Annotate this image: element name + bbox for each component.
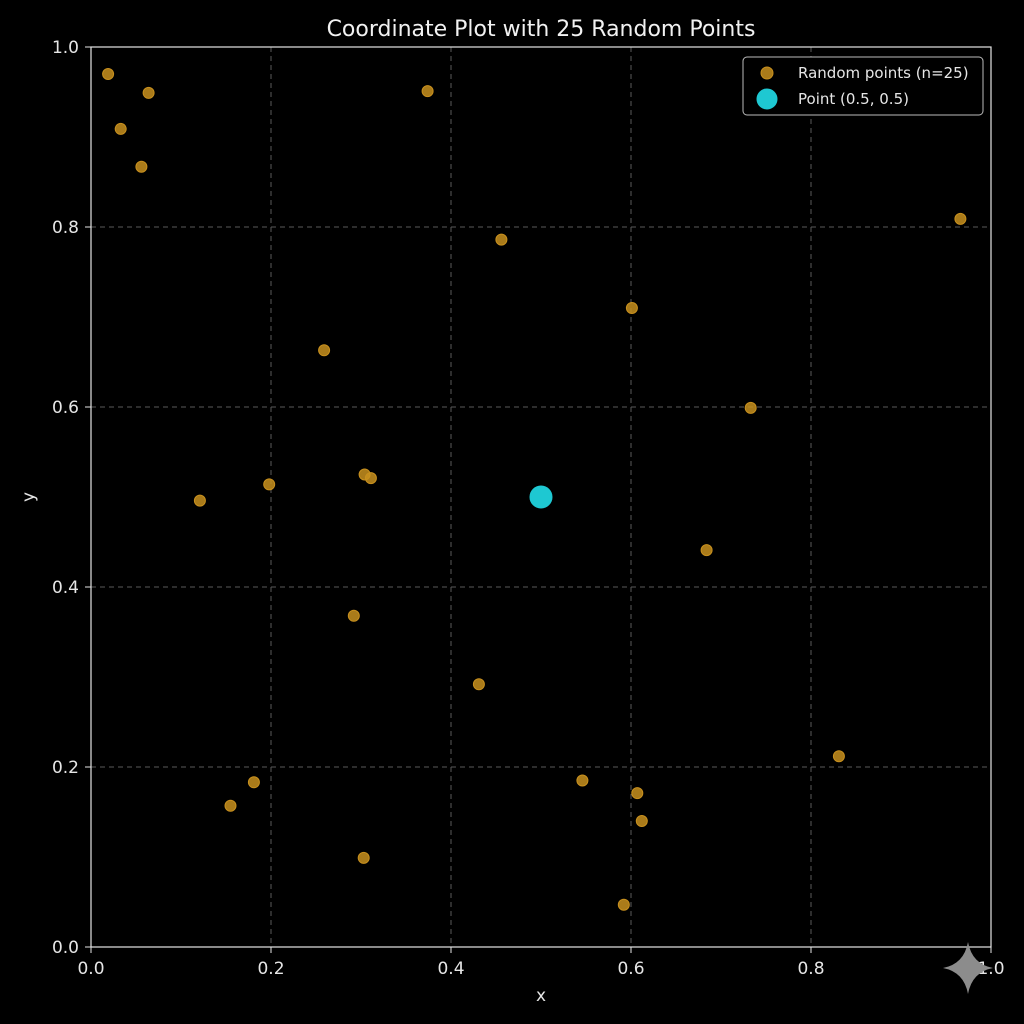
random-data-point [617,898,630,911]
x-axis-label: x [536,986,546,1006]
random-data-point [347,609,360,622]
legend-label-center-point: Point (0.5, 0.5) [798,90,909,108]
random-data-point [224,799,237,812]
center-data-point [529,485,553,509]
legend-box [742,56,984,116]
random-data-point [102,68,115,80]
y-tick-label: 0.8 [52,218,79,238]
random-data-point [142,86,155,99]
x-tick-label: 1.0 [977,959,1004,979]
random-data-point [472,678,485,691]
random-data-point [625,302,638,314]
x-tick-label: 0.4 [437,959,464,979]
legend-marker-random-points [760,66,774,80]
random-data-point [357,851,370,864]
y-axis-label: y [19,492,39,502]
data-points [102,68,967,911]
x-tick-label: 0.0 [77,959,104,979]
plot-frame [90,46,992,948]
random-data-point [135,160,148,173]
random-data-point [635,815,648,827]
grid-lines [91,47,991,947]
random-data-point [247,776,260,789]
random-data-point [631,787,644,800]
random-data-point [744,401,757,414]
chart-title: Coordinate Plot with 25 Random Points [327,17,756,42]
y-tick-label: 0.6 [52,398,79,418]
x-tick-label: 0.8 [797,959,824,979]
y-tick-label: 0.4 [52,578,79,598]
random-data-point [700,544,713,557]
axis-ticks: 0.0 0.2 0.4 0.6 0.8 1.0 0.0 0.2 0.4 0.6 0.8 1.0 [52,38,1005,979]
random-data-point [576,774,589,787]
y-tick-label: 1.0 [52,38,79,58]
legend: Random points (n=25) Point (0.5, 0.5) [742,56,984,116]
random-data-point [495,233,508,246]
random-data-point [318,344,331,357]
x-tick-label: 0.6 [617,959,644,979]
random-data-point [263,478,276,491]
random-data-point [114,122,127,135]
random-data-point [421,85,434,98]
x-tick-label: 0.2 [257,959,284,979]
four-point-sparkle-icon [943,942,993,994]
y-tick-label: 0.2 [52,758,79,778]
y-tick-label: 0.0 [52,938,79,958]
random-data-point [954,212,967,225]
random-data-point [193,494,206,507]
random-data-point [364,472,377,485]
legend-marker-center-point [756,88,778,110]
legend-label-random-points: Random points (n=25) [798,64,969,82]
random-data-point [832,750,845,763]
